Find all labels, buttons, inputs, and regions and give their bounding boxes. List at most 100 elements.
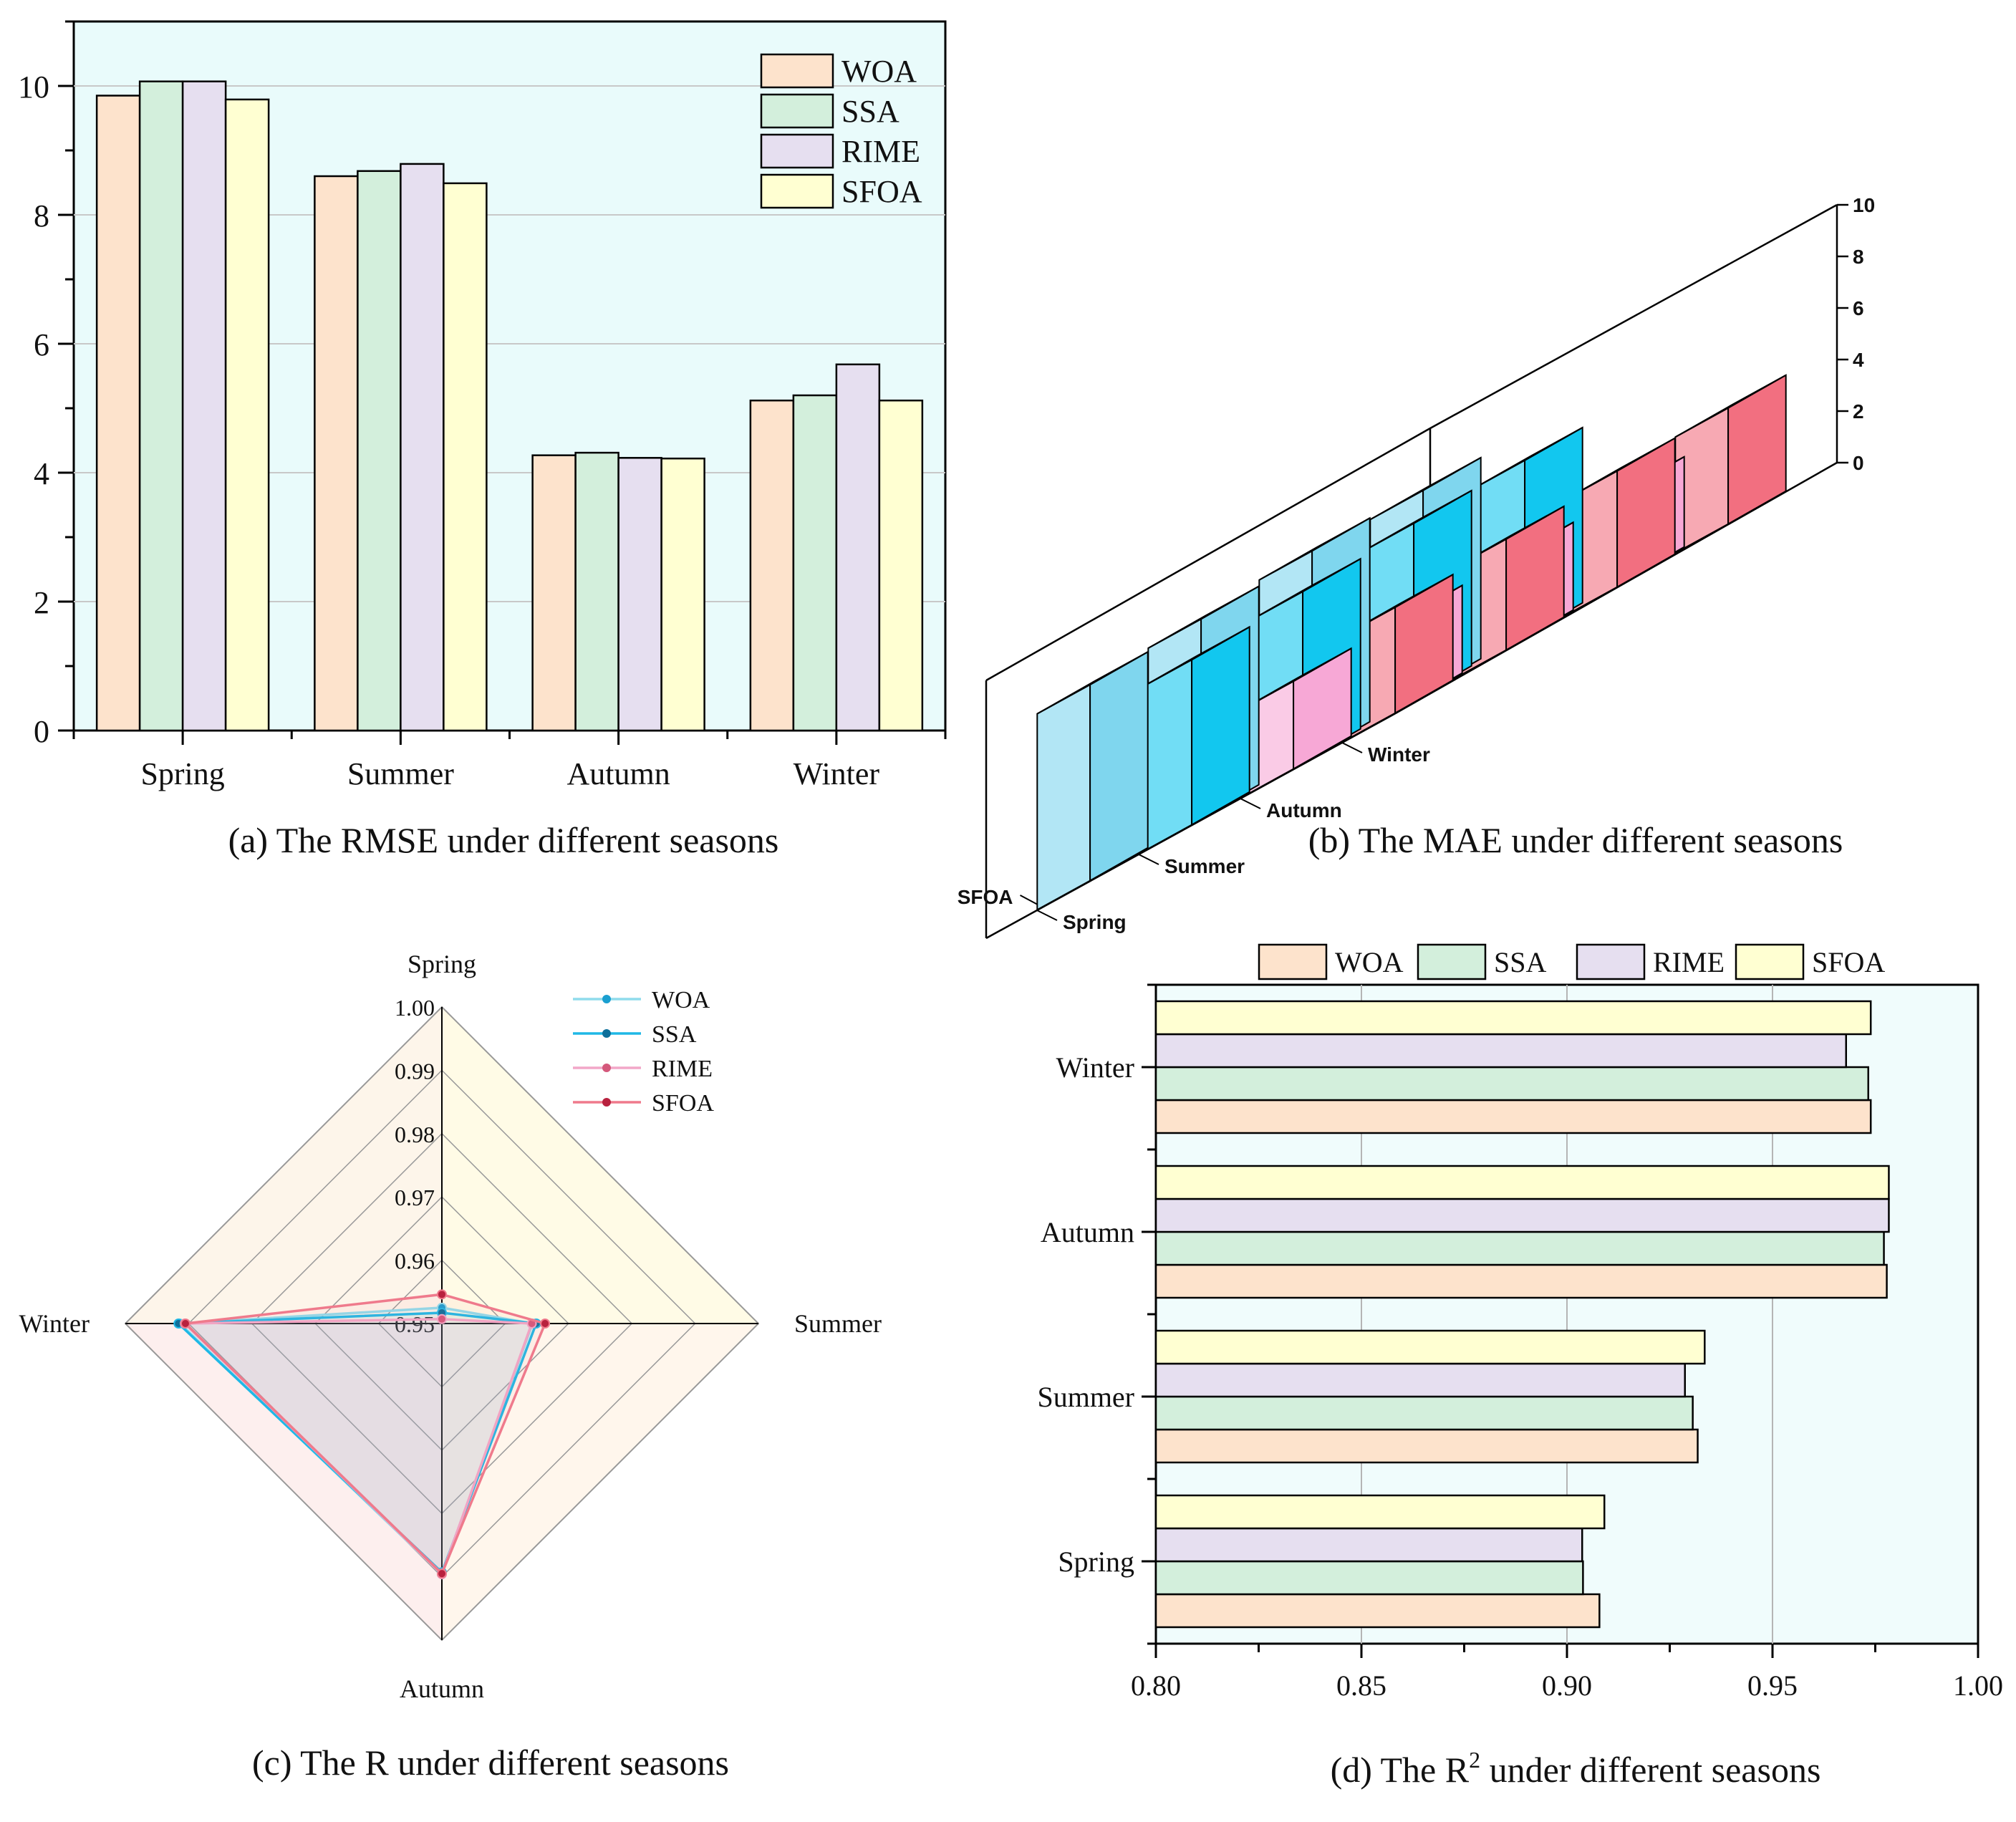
mae-bar-front-spring-sfoa — [1036, 683, 1091, 911]
r2-bar-ssa-autumn — [1154, 1230, 1885, 1266]
r2-legend-label-sfoa: SFOA — [1812, 946, 1885, 978]
radar-axis-label-spring: Spring — [407, 950, 476, 978]
caption-c: (c) The R under different seasons — [252, 1743, 729, 1783]
mae-bar-top-spring-sfoa — [1036, 651, 1149, 715]
rmse-bars — [95, 80, 924, 732]
r2-bar-sfoa-winter — [1154, 1000, 1872, 1036]
r2-legend-swatch-rime — [1576, 943, 1646, 980]
rmse-x-tick-label: Winter — [794, 756, 880, 791]
r2-bar-ssa-summer — [1154, 1395, 1694, 1431]
mae-season-tick — [1138, 854, 1159, 865]
caption-b: (b) The MAE under different seasons — [1308, 820, 1843, 860]
radar-ring-label: 0.97 — [395, 1185, 435, 1210]
radar-legend-marker-sfoa — [602, 1098, 611, 1107]
r2-legend-swatch-sfoa — [1735, 943, 1805, 980]
mae-bar-top-winter-woa — [1674, 374, 1787, 438]
r2-y-tick-label: Winter — [1056, 1051, 1134, 1084]
r2-y-tick-label: Spring — [1058, 1546, 1134, 1578]
r2-bar-rime-autumn — [1154, 1197, 1890, 1233]
r2-legend-label-rime: RIME — [1653, 946, 1725, 978]
rmse-y-tick-label: 2 — [34, 585, 49, 620]
r2-bar-ssa-spring — [1154, 1560, 1584, 1596]
r2-bar-woa-spring — [1154, 1593, 1601, 1629]
rmse-bar-woa-summer — [314, 175, 359, 732]
rmse-x-tick-label: Summer — [347, 756, 454, 791]
radar-point-rime-spring — [437, 1314, 447, 1324]
rmse-bar-ssa-winter — [792, 394, 838, 732]
mae-season-label: Summer — [1164, 855, 1245, 877]
r2-bar-ssa-winter — [1154, 1066, 1869, 1102]
caption-d-superscript: 2 — [1469, 1747, 1480, 1773]
rmse-legend-swatch-ssa — [760, 93, 834, 129]
mae-z-tick-label: 6 — [1853, 297, 1864, 319]
mae-wall-edge — [985, 427, 1431, 682]
radar-axis-label-summer: Summer — [794, 1309, 882, 1338]
caption-d: (d) The R2 under different seasons — [1331, 1747, 1821, 1790]
r2-y-tick-label: Autumn — [1041, 1216, 1134, 1248]
rmse-bar-sfoa-spring — [224, 98, 270, 732]
r2-bar-woa-winter — [1154, 1099, 1872, 1134]
mae-bar-top-summer-ssa — [1360, 490, 1472, 554]
rmse-x-tick-label: Spring — [140, 756, 224, 791]
rmse-bar-sfoa-autumn — [660, 457, 705, 732]
rmse-y-tick-label: 10 — [18, 69, 49, 105]
radar-ring-label: 1.00 — [395, 995, 435, 1021]
mae-bar-top-autumn-sfoa — [1240, 647, 1352, 711]
mae-z-tick-label: 0 — [1853, 452, 1864, 474]
caption-d-suffix: under different seasons — [1480, 1750, 1820, 1790]
radar-legend-marker-rime — [602, 1064, 611, 1072]
mae-wall-edge — [1429, 203, 1838, 430]
rmse-legend-swatch-rime — [760, 133, 834, 169]
r2-bar-sfoa-summer — [1154, 1329, 1706, 1365]
mae-bar-top-summer-rime — [1249, 558, 1361, 622]
mae-season-label: Autumn — [1266, 799, 1342, 821]
rmse-bar-sfoa-summer — [443, 182, 488, 732]
rmse-legend: WOA SSA RIME SFOA — [760, 53, 922, 209]
rmse-bar-rime-winter — [835, 363, 881, 732]
r2-x-tick-label: 1.00 — [1953, 1669, 2003, 1702]
rmse-axes: 0 2 4 6 8 10 Spring Summer Autumn Winter — [18, 20, 947, 791]
radar-legend-marker-ssa — [602, 1029, 611, 1038]
radar-ring-label: 0.99 — [395, 1058, 435, 1084]
rmse-legend-label-woa: WOA — [841, 54, 917, 89]
r2-y-tick-label: Summer — [1037, 1381, 1134, 1413]
radar-point-sfoa-summer — [540, 1319, 551, 1329]
rmse-bar-woa-winter — [749, 399, 795, 732]
r2-x-tick-label: 0.85 — [1336, 1669, 1386, 1702]
r2-x-tick-label: 0.90 — [1542, 1669, 1592, 1702]
mae-season-label: Winter — [1368, 743, 1430, 766]
mae-bar-top-summer-woa — [1471, 427, 1583, 491]
mae-3d-chart: 0246810WOASSARIMESFOASpringSummerAutumnW… — [958, 194, 1875, 940]
rmse-bar-rime-spring — [181, 80, 227, 732]
rmse-legend-label-sfoa: SFOA — [841, 174, 922, 209]
r2-axes: 0.80 0.85 0.90 0.95 1.00 Spring Summer Autumn Wi… — [1037, 983, 2003, 1702]
radar-legend-marker-woa — [602, 995, 611, 1003]
r2-bar-sfoa-autumn — [1154, 1165, 1890, 1200]
mae-algo-label: SFOA — [958, 886, 1013, 908]
rmse-legend-swatch-woa — [760, 53, 834, 89]
rmse-y-tick-label: 4 — [34, 456, 49, 491]
r2-bars — [1154, 1000, 1890, 1629]
mae-bar-top-spring-ssa — [1258, 517, 1371, 581]
rmse-legend-swatch-sfoa — [760, 173, 834, 209]
mae-season-label: Spring — [1063, 911, 1127, 933]
mae-bar-side-winter-woa — [1727, 374, 1787, 526]
mae-bar-side-summer-sfoa — [1191, 625, 1250, 826]
r2-legend-label-ssa: SSA — [1494, 946, 1546, 978]
r2-legend-label-woa: WOA — [1335, 946, 1404, 978]
rmse-y-tick-label: 8 — [34, 198, 49, 233]
rmse-legend-label-rime: RIME — [841, 134, 920, 169]
rmse-bar-ssa-summer — [357, 170, 402, 732]
radar-axis-label-autumn: Autumn — [400, 1674, 484, 1703]
radar-point-sfoa-winter — [180, 1319, 190, 1329]
r2-bar-sfoa-spring — [1154, 1494, 1606, 1530]
rmse-x-tick-label: Autumn — [567, 756, 670, 791]
rmse-bar-woa-spring — [95, 95, 141, 732]
mae-season-tick — [1341, 742, 1363, 753]
rmse-legend-label-ssa: SSA — [841, 94, 900, 129]
mae-bar-top-spring-woa — [1369, 457, 1482, 521]
r2-chart: 0.80 0.85 0.90 0.95 1.00 Spring Summer Autumn Wi… — [1037, 943, 2003, 1702]
mae-bar-side-winter-ssa — [1616, 437, 1676, 589]
r2-bar-woa-autumn — [1154, 1263, 1888, 1299]
